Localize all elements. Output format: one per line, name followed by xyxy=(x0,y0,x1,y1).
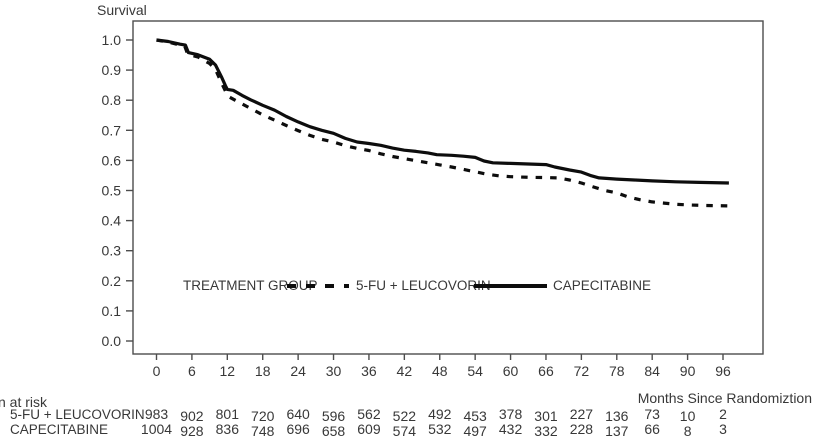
risk-row-capecitabine: CAPECITABINE 1004 928 836 748 696 658 609 574 53… xyxy=(0,421,815,438)
legend-label-capecitabine: CAPECITABINE xyxy=(553,278,652,293)
risk-row-label: CAPECITABINE xyxy=(10,422,109,437)
risk-value: 137 xyxy=(605,423,629,438)
series-line-dashed xyxy=(156,38,729,208)
risk-value: 492 xyxy=(428,406,452,422)
risk-value: 902 xyxy=(180,408,204,424)
risk-value: 3 xyxy=(719,421,727,437)
y-tick-label: 0.9 xyxy=(102,62,122,78)
risk-value: 574 xyxy=(392,423,417,438)
risk-value: 748 xyxy=(251,423,275,438)
x-tick-label: 60 xyxy=(503,363,519,379)
risk-value: 640 xyxy=(286,406,310,422)
legend-solid-line-sample xyxy=(474,284,547,288)
risk-value: 378 xyxy=(498,406,523,422)
y-axis-title: Survival xyxy=(97,2,147,18)
x-tick-label: 54 xyxy=(467,363,483,379)
risk-value: 332 xyxy=(534,423,558,438)
risk-value: 983 xyxy=(144,406,169,422)
risk-value: 136 xyxy=(605,408,629,424)
legend-label-5fu-leucovorin: 5-FU + LEUCOVORIN xyxy=(356,278,491,293)
x-axis-label: Months Since Randomiztion xyxy=(637,390,812,406)
risk-value: 532 xyxy=(428,421,452,437)
risk-value: 453 xyxy=(463,408,487,424)
x-tick-label: 78 xyxy=(609,363,625,379)
x-tick-label: 72 xyxy=(574,363,590,379)
risk-row-label: 5-FU + LEUCOVORIN xyxy=(10,407,145,422)
risk-value: 658 xyxy=(321,423,346,438)
x-tick-label: 12 xyxy=(220,363,236,379)
risk-value: 301 xyxy=(534,408,558,424)
risk-value: 228 xyxy=(569,421,594,437)
x-tick-label: 96 xyxy=(715,363,731,379)
y-tick-label: 0.4 xyxy=(102,213,122,229)
x-tick-label: 18 xyxy=(255,363,271,379)
legend: TREATMENT GROUP 5-FU + LEUCOVORIN CAPECI… xyxy=(0,276,815,296)
risk-value: 10 xyxy=(679,408,696,424)
risk-value: 609 xyxy=(357,421,381,437)
risk-value: 696 xyxy=(286,421,310,437)
risk-value: 836 xyxy=(215,421,239,437)
x-tick-label: 48 xyxy=(432,363,448,379)
risk-value: 928 xyxy=(180,423,204,438)
risk-value: 227 xyxy=(569,406,594,422)
x-tick-label: 0 xyxy=(153,363,161,379)
x-tick-label: 90 xyxy=(680,363,696,379)
risk-row-5fu-leucovorin: 5-FU + LEUCOVORIN 983 902 801 720 640 596 562 5… xyxy=(0,406,815,424)
x-tick-label: 84 xyxy=(644,363,660,379)
risk-value: 73 xyxy=(644,406,660,422)
risk-value: 2 xyxy=(719,406,727,422)
x-tick-label: 36 xyxy=(361,363,377,379)
plot-box xyxy=(132,20,764,355)
y-tick-label: 1.0 xyxy=(102,32,122,48)
legend-title: TREATMENT GROUP xyxy=(183,278,318,293)
y-tick-label: 0.8 xyxy=(102,92,122,108)
risk-value: 562 xyxy=(357,406,381,422)
x-tick-label: 6 xyxy=(188,363,196,379)
risk-table-heading: n at risk xyxy=(0,394,48,410)
legend-dashed-line-sample xyxy=(287,284,349,288)
y-tick-label: 0.3 xyxy=(102,243,122,259)
risk-value: 432 xyxy=(498,421,523,437)
risk-value: 596 xyxy=(321,408,346,424)
y-tick-label: 0.1 xyxy=(102,303,122,319)
x-tick-label: 66 xyxy=(538,363,554,379)
risk-value: 8 xyxy=(683,423,692,438)
x-tick-label: 42 xyxy=(397,363,413,379)
y-tick-label: 0.0 xyxy=(102,333,122,349)
risk-value: 801 xyxy=(215,406,239,422)
x-tick-label: 24 xyxy=(290,363,306,379)
risk-value: 497 xyxy=(463,423,487,438)
risk-value: 522 xyxy=(392,408,417,424)
y-tick-label: 0.7 xyxy=(102,122,122,138)
series-line-solid xyxy=(156,38,729,185)
y-tick-label: 0.6 xyxy=(102,152,122,168)
risk-value: 720 xyxy=(251,408,275,424)
x-tick-label: 30 xyxy=(326,363,342,379)
risk-value: 1004 xyxy=(140,421,173,437)
y-tick-label: 0.5 xyxy=(102,183,122,199)
risk-value: 66 xyxy=(644,421,660,437)
y-tick-label: 0.2 xyxy=(102,273,122,289)
